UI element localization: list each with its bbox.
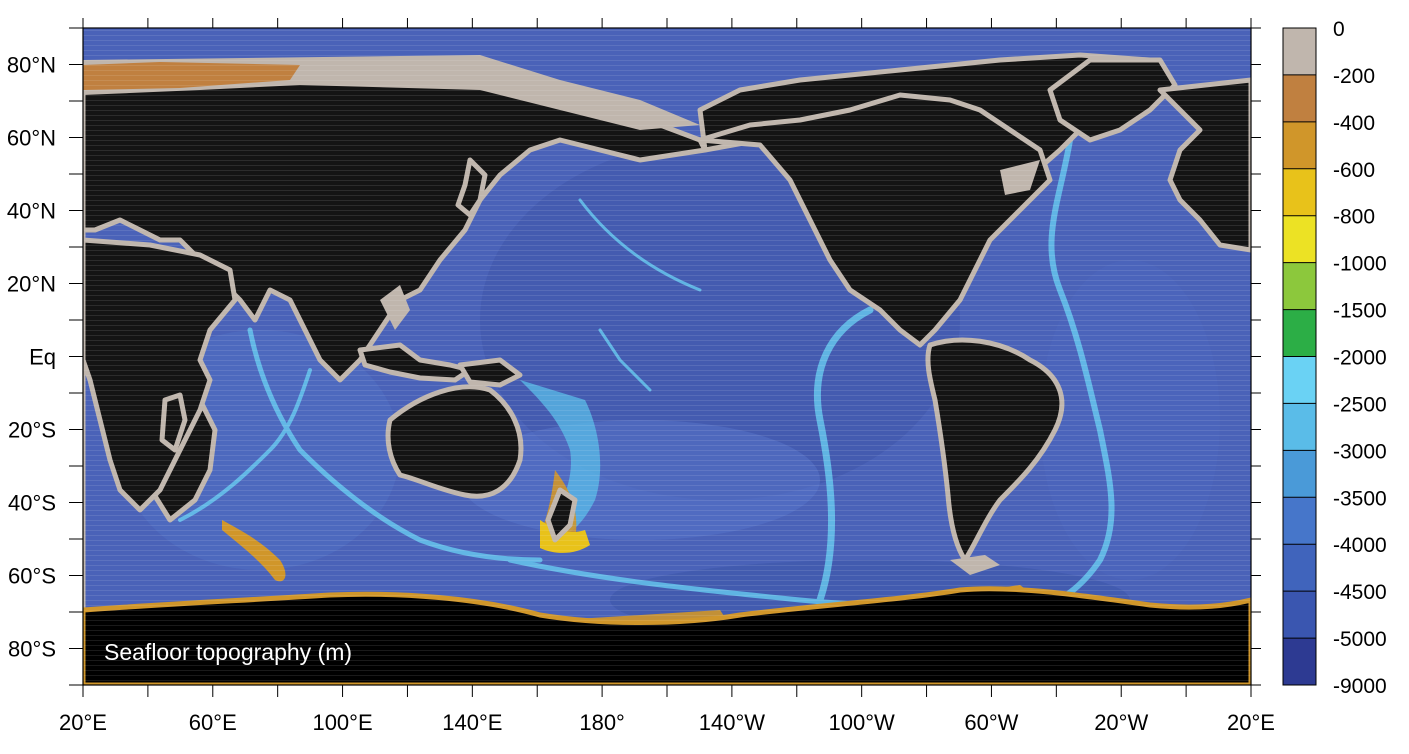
colorbar-swatch bbox=[1283, 74, 1316, 123]
x-axis: 20°E 60°E 100°E 140°E 180° 140°W 100°W 60°W 20°W… bbox=[59, 18, 1275, 735]
colorbar-label: -2000 bbox=[1333, 347, 1387, 370]
x-tick-label: 20°E bbox=[59, 710, 107, 735]
map-area: Seafloor topography (m) bbox=[83, 28, 1251, 685]
x-tick-label: 60°W bbox=[964, 710, 1018, 735]
colorbar-swatch bbox=[1283, 497, 1316, 545]
x-tick-label: 100°W bbox=[829, 710, 896, 735]
colorbar-swatch bbox=[1283, 544, 1316, 592]
x-tick-label: 20°E bbox=[1227, 710, 1275, 735]
x-tick-label: 140°W bbox=[699, 710, 766, 735]
colorbar-swatch bbox=[1283, 638, 1316, 686]
colorbar-swatch bbox=[1283, 168, 1316, 217]
colorbar-swatch bbox=[1283, 28, 1316, 76]
colorbar-swatch bbox=[1283, 356, 1316, 404]
colorbar-label: -1500 bbox=[1333, 300, 1387, 323]
colorbar-label: 0 bbox=[1333, 18, 1345, 41]
scanline-overlay bbox=[83, 28, 1251, 685]
x-tick-label: 180° bbox=[579, 710, 625, 735]
y-tick-label: 40°N bbox=[7, 199, 56, 224]
colorbar-swatch bbox=[1283, 121, 1316, 170]
colorbar-label: -1000 bbox=[1333, 253, 1387, 276]
x-tick-label: 100°E bbox=[312, 710, 372, 735]
colorbar-label: -400 bbox=[1333, 112, 1375, 135]
colorbar-label: -800 bbox=[1333, 206, 1375, 229]
colorbar-label: -2500 bbox=[1333, 393, 1387, 416]
colorbar-label: -4500 bbox=[1333, 581, 1387, 604]
colorbar-swatch bbox=[1283, 309, 1316, 357]
x-tick-label: 20°W bbox=[1094, 710, 1148, 735]
colorbar: 0 -200 -400 -600 -800 -1000 -1500 -2000 -2500 -30… bbox=[1282, 18, 1387, 698]
colorbar-label: -3500 bbox=[1333, 487, 1387, 510]
y-tick-label: 60°S bbox=[8, 564, 56, 589]
colorbar-swatch bbox=[1283, 591, 1316, 639]
y-tick-label: 80°S bbox=[8, 637, 56, 662]
x-tick-label: 140°E bbox=[442, 710, 502, 735]
y-tick-label: 60°N bbox=[7, 126, 56, 151]
colorbar-label: -9000 bbox=[1333, 675, 1387, 698]
colorbar-label: -600 bbox=[1333, 159, 1375, 182]
x-tick-label: 60°E bbox=[189, 710, 237, 735]
y-tick-label: 20°S bbox=[8, 418, 56, 443]
colorbar-swatch bbox=[1283, 450, 1316, 498]
colorbar-label: -3000 bbox=[1333, 440, 1387, 463]
y-axis: 80°N 60°N 40°N 20°N Eq 20°S 40°S 60°S 80°S bbox=[7, 27, 1261, 686]
y-tick-label: 40°S bbox=[8, 491, 56, 516]
colorbar-swatch bbox=[1283, 215, 1316, 264]
colorbar-label: -5000 bbox=[1333, 628, 1387, 651]
map-title: Seafloor topography (m) bbox=[104, 639, 352, 665]
colorbar-label: -4000 bbox=[1333, 534, 1387, 557]
colorbar-swatch bbox=[1283, 403, 1316, 451]
y-tick-label: Eq bbox=[29, 345, 56, 370]
y-tick-label: 20°N bbox=[7, 272, 56, 297]
y-tick-label: 80°N bbox=[7, 53, 56, 78]
colorbar-label: -200 bbox=[1333, 65, 1375, 88]
colorbar-swatch bbox=[1283, 262, 1316, 311]
